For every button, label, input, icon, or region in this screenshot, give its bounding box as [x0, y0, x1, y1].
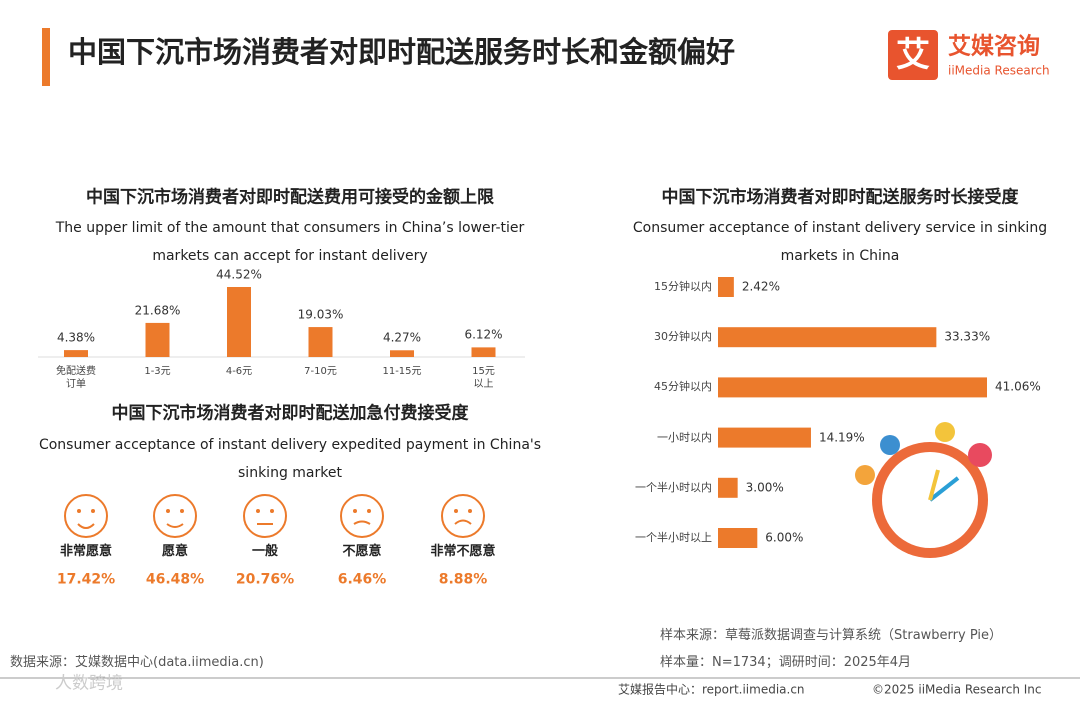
logo-box [888, 30, 938, 80]
face-eye [180, 509, 184, 513]
bar [64, 350, 88, 357]
data-label: 4.27% [382, 330, 422, 345]
face-icon [441, 494, 485, 538]
bar [471, 347, 496, 357]
face-mouth [166, 523, 184, 528]
data-label: 14.19% [818, 430, 865, 445]
report-center: 艾媒报告中心：report.iimedia.cn [618, 682, 805, 697]
data-label: 46.48% [145, 571, 205, 588]
face-outline [64, 494, 108, 538]
data-source: 数据来源：艾媒数据中心(data.iimedia.cn) [10, 654, 264, 670]
face-icon [153, 494, 197, 538]
watermark: 人数跨境 [55, 673, 123, 694]
category-label: 不愿意 [342, 543, 382, 559]
logo-en: iiMedia Research [948, 63, 1050, 78]
data-label: 6.00% [765, 530, 804, 545]
face-outline [153, 494, 197, 538]
data-label: 8.88% [438, 571, 488, 588]
bar [718, 327, 937, 348]
face-mouth [454, 519, 472, 525]
copyright: ©2025 iiMedia Research Inc [872, 682, 1042, 697]
figure [935, 422, 955, 442]
face-icon [64, 494, 108, 538]
chart-subtitle: Consumer acceptance of instant delivery … [38, 437, 542, 481]
data-label: 3.00% [745, 480, 784, 495]
bar [308, 327, 333, 357]
bar [718, 377, 987, 398]
data-label: 6.12% [464, 327, 503, 342]
face-mouth [353, 520, 371, 525]
y-tick-label: 45分钟以内 [654, 380, 712, 394]
data-label: 21.68% [134, 303, 181, 318]
chart-title: 中国下沉市场消费者对即时配送服务时长接受度 [661, 187, 1019, 208]
face-eye [77, 509, 81, 513]
face-eye [454, 509, 458, 513]
face-outline [441, 494, 485, 538]
face-eye [91, 509, 95, 513]
data-label: 2.42% [741, 279, 780, 294]
face-outline [340, 494, 384, 538]
x-tick-label: 4-6元 [225, 366, 253, 377]
bar [390, 350, 414, 357]
x-tick-label: 免配送费 订单 [56, 366, 96, 390]
y-tick-label: 30分钟以内 [654, 330, 712, 344]
category-label: 非常愿意 [59, 543, 113, 559]
y-tick-label: 一个半小时以上 [635, 531, 712, 545]
chart-subtitle: The upper limit of the amount that consu… [55, 220, 525, 264]
face-eye [166, 509, 170, 513]
logo-mark: 艾 [896, 34, 930, 75]
category-label: 非常不愿意 [430, 543, 496, 559]
x-tick-label: 11-15元 [382, 366, 422, 377]
chart-subtitle: Consumer acceptance of instant delivery … [632, 220, 1048, 264]
face-eye [353, 509, 357, 513]
face-eye [367, 509, 371, 513]
bar [145, 322, 170, 357]
data-label: 33.33% [944, 329, 991, 344]
data-label: 19.03% [297, 307, 344, 322]
face-outline [243, 494, 287, 538]
x-tick-label: 15元 以上 [472, 366, 495, 390]
bar [718, 427, 811, 448]
data-label: 20.76% [235, 571, 295, 588]
sample-size: 样本量：N=1734；调研时间：2025年4月 [660, 654, 912, 670]
bar [227, 287, 251, 357]
illustration [855, 422, 992, 558]
page-title: 中国下沉市场消费者对即时配送服务时长和金额偏好 [68, 34, 736, 69]
face-eye [270, 509, 274, 513]
data-label: 4.38% [56, 330, 96, 345]
data-label: 6.46% [337, 571, 387, 588]
face-mouth [77, 523, 95, 529]
data-label: 17.42% [56, 571, 116, 588]
y-tick-label: 15分钟以内 [654, 280, 712, 294]
x-tick-label: 1-3元 [144, 366, 171, 377]
bar [718, 477, 738, 498]
clock-hand [928, 476, 960, 502]
y-tick-label: 一小时以内 [657, 430, 712, 444]
figure [880, 435, 900, 455]
x-tick-label: 7-10元 [304, 366, 337, 377]
chart-title: 中国下沉市场消费者对即时配送费用可接受的金额上限 [86, 187, 494, 208]
data-label: 41.06% [995, 379, 1041, 394]
data-label: 44.52% [216, 267, 262, 282]
face-eye [468, 509, 472, 513]
y-tick-label: 一个半小时以内 [635, 480, 712, 494]
chart-title: 中国下沉市场消费者对即时配送加急付费接受度 [111, 403, 469, 424]
face-icon [340, 494, 384, 538]
title-accent [42, 28, 50, 86]
face-eye [256, 509, 260, 513]
bar [718, 528, 758, 548]
bar [718, 277, 734, 297]
sample-source: 样本来源：草莓派数据调查与计算系统（Strawberry Pie） [660, 627, 1002, 643]
face-icon [243, 494, 287, 538]
logo-name: 艾媒咨询 [948, 33, 1040, 60]
clock-hand [928, 469, 940, 501]
category-label: 愿意 [161, 543, 189, 559]
category-label: 一般 [251, 543, 279, 559]
figure [968, 443, 992, 467]
figure [855, 465, 875, 485]
